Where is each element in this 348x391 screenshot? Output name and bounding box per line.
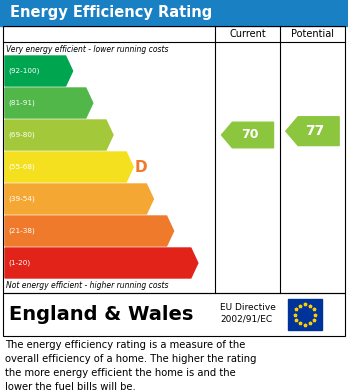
Text: (55-68): (55-68) [8,164,35,170]
Text: A: A [73,63,85,79]
Text: The energy efficiency rating is a measure of the
overall efficiency of a home. T: The energy efficiency rating is a measur… [5,340,256,391]
Polygon shape [5,184,153,214]
Text: D: D [134,160,147,174]
Text: E: E [155,192,165,206]
Bar [3,293,345,336]
Bar [288,299,322,330]
Text: G: G [199,255,211,271]
Text: (39-54): (39-54) [8,196,35,202]
Text: 70: 70 [242,129,259,142]
Polygon shape [286,117,339,145]
Text: Current: Current [229,29,266,39]
Bar [3,293,345,336]
Polygon shape [5,120,113,150]
Text: Energy Efficiency Rating: Energy Efficiency Rating [10,5,212,20]
Bar [3,26,345,293]
Text: B: B [94,95,105,111]
Text: Not energy efficient - higher running costs: Not energy efficient - higher running co… [6,282,168,291]
Text: D: D [134,160,147,174]
Text: Very energy efficient - lower running costs: Very energy efficient - lower running co… [6,45,168,54]
Text: F: F [175,224,185,239]
Polygon shape [5,248,198,278]
Text: EU Directive
2002/91/EC: EU Directive 2002/91/EC [220,303,276,324]
Polygon shape [221,122,274,148]
Text: (69-80): (69-80) [8,132,35,138]
Text: (1-20): (1-20) [8,260,30,266]
Text: Potential: Potential [291,29,334,39]
Text: C: C [114,127,125,142]
Polygon shape [5,56,73,86]
Text: (81-91): (81-91) [8,100,35,106]
Polygon shape [5,152,133,182]
Text: 77: 77 [306,124,325,138]
Text: (21-38): (21-38) [8,228,35,234]
Polygon shape [5,88,93,118]
Text: England & Wales: England & Wales [9,305,193,324]
Text: (92-100): (92-100) [8,68,39,74]
Bar [0,0,348,26]
Polygon shape [5,216,174,246]
